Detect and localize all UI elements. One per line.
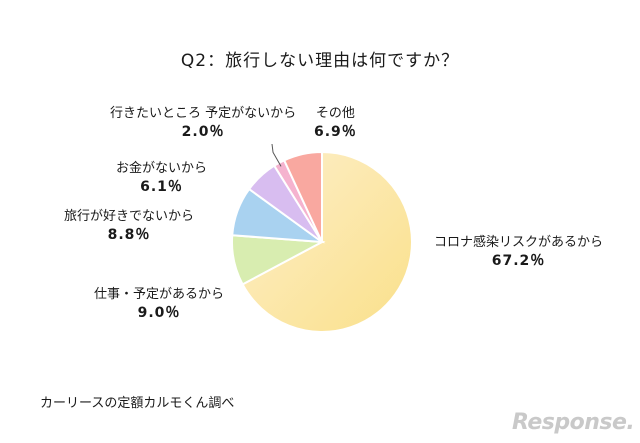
slice-label-1: 仕事・予定があるから 9.0％ [94, 287, 225, 321]
leader-line-4 [271, 143, 282, 167]
slice-label-4: 行きたいところ 予定がないから 2.0％ [110, 106, 297, 140]
slice-label-0: コロナ感染リスクがあるから 67.2％ [434, 235, 604, 269]
response-logo: Response. [512, 410, 635, 435]
slice-label-5: その他 6.9％ [314, 106, 357, 140]
pie-slice-5 [282, 150, 323, 243]
slice-value-5: 6.9％ [314, 124, 357, 140]
slice-value-3: 6.1％ [140, 179, 183, 195]
slice-label-3: お金がないから 6.1％ [116, 161, 208, 195]
slice-value-2: 8.8％ [107, 227, 151, 243]
pie-slice-0 [241, 150, 413, 333]
slice-label-2: 旅行が好きでないから 8.8％ [64, 209, 195, 243]
chart-title: Q2：旅行しない理由は何ですか？ [180, 51, 460, 71]
slice-value-4: 2.0％ [181, 124, 225, 140]
slice-value-1: 9.0％ [137, 305, 181, 321]
source-note: カーリースの定額カルモくん調べ [40, 396, 235, 411]
slice-value-0: 67.2％ [491, 253, 546, 269]
